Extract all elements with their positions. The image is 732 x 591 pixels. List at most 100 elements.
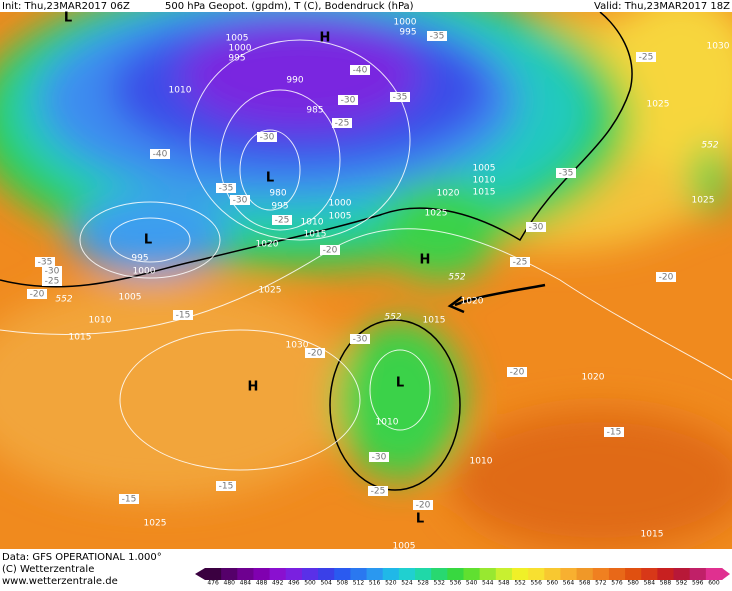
isobar-label: 1020 xyxy=(582,373,605,383)
colorbar-tick: 560 xyxy=(547,580,559,587)
isobar-label: 1015 xyxy=(641,530,664,540)
colorbar-swatch xyxy=(479,568,497,580)
temperature-label: -35 xyxy=(559,169,574,179)
isobar-label: 1020 xyxy=(437,189,460,199)
isobar-label: 1010 xyxy=(169,86,192,96)
isobar-label: 1010 xyxy=(473,176,496,186)
geopotential-label: 552 xyxy=(55,295,72,305)
colorbar-tick: 524 xyxy=(401,580,413,587)
temperature-label-box xyxy=(305,348,325,358)
colorbar-tick: 576 xyxy=(611,580,623,587)
isobar-label: 1005 xyxy=(473,164,496,174)
valid-time: Valid: Thu,23MAR2017 18Z xyxy=(594,1,730,12)
temperature-label: -35 xyxy=(430,32,445,42)
temperature-label: -25 xyxy=(275,216,290,226)
isobar-label: 1010 xyxy=(89,316,112,326)
temperature-label-box xyxy=(390,92,410,102)
colorbar-swatch xyxy=(495,568,513,580)
temperature-label: -20 xyxy=(323,246,338,256)
isobar-label: 1015 xyxy=(473,188,496,198)
init-time: Init: Thu,23MAR2017 06Z xyxy=(2,1,130,12)
header-bar xyxy=(0,0,732,12)
temperature-label-box xyxy=(413,500,433,510)
isobar-label: 1000 xyxy=(394,18,417,28)
colorbar-tick: 508 xyxy=(337,580,349,587)
temperature-label-box xyxy=(35,257,55,267)
colorbar-tick: 480 xyxy=(224,580,236,587)
temperature-label: -30 xyxy=(353,335,368,345)
temperature-label: -20 xyxy=(308,349,323,359)
temperature-label-box xyxy=(216,481,236,491)
colorbar-tick: 512 xyxy=(353,580,365,587)
colorbar-tick: 532 xyxy=(434,580,446,587)
colorbar-tick: 592 xyxy=(676,580,688,587)
pressure-center: L xyxy=(416,512,424,527)
isobar-label: 990 xyxy=(286,76,303,86)
colorbar-swatch xyxy=(576,568,594,580)
colorbar-tick: 484 xyxy=(240,580,252,587)
colorbar-swatch xyxy=(350,568,368,580)
colorbar-tick: 540 xyxy=(466,580,478,587)
temperature-label-box xyxy=(42,276,62,286)
isobar-label: 985 xyxy=(306,106,323,116)
colorbar-tick: 600 xyxy=(708,580,720,587)
temperature-label-box xyxy=(257,132,277,142)
isobar-label: 995 xyxy=(399,28,416,38)
isobar-label: 1010 xyxy=(301,218,324,228)
pressure-center: L xyxy=(64,11,72,26)
colorbar-swatch xyxy=(592,568,610,580)
temperature-label-box xyxy=(42,266,62,276)
colorbar-swatch xyxy=(382,568,400,580)
temperature-label-box xyxy=(173,310,193,320)
temperature-label-box xyxy=(27,289,47,299)
pressure-center: H xyxy=(420,253,431,268)
isobar-label: 1020 xyxy=(461,297,484,307)
isobar-label: 1010 xyxy=(470,457,493,467)
temperature-label: -25 xyxy=(371,487,386,497)
colorbar-tick: 536 xyxy=(450,580,462,587)
isobar-label: 980 xyxy=(269,189,286,199)
colorbar-tick: 588 xyxy=(660,580,672,587)
colorbar-swatch xyxy=(560,568,578,580)
isobar-label: 1000 xyxy=(229,44,252,54)
pressure-center: L xyxy=(396,376,404,391)
temperature-label-box xyxy=(320,245,340,255)
colorbar-swatch xyxy=(253,568,271,580)
colorbar-tick: 496 xyxy=(288,580,300,587)
colorbar-swatch xyxy=(334,568,351,580)
colorbar-swatch xyxy=(673,568,691,580)
colorbar-swatch xyxy=(431,568,448,580)
geopotential-label: 552 xyxy=(701,141,718,151)
footer-url: www.wetterzentrale.de xyxy=(2,576,118,587)
colorbar-swatch xyxy=(447,568,464,580)
temperature-label: -30 xyxy=(233,196,248,206)
geopotential-label: 552 xyxy=(384,313,401,323)
temperature-label: -40 xyxy=(153,150,168,160)
temperature-label: -15 xyxy=(607,428,622,438)
temperature-label-box xyxy=(230,195,250,205)
isobar-label: 995 xyxy=(271,202,288,212)
colorbar-swatch xyxy=(398,568,416,580)
temperature-label-box xyxy=(119,494,139,504)
isobar-label: 995 xyxy=(131,254,148,264)
colorbar-swatch xyxy=(269,568,287,580)
colorbar-tick: 552 xyxy=(514,580,526,587)
temperature-label-box xyxy=(510,257,530,267)
colorbar-tick: 528 xyxy=(417,580,429,587)
isobar-label: 1005 xyxy=(393,542,416,552)
colorbar-swatch xyxy=(544,568,561,580)
isobar-label: 1025 xyxy=(425,209,448,219)
temperature-label: -15 xyxy=(219,482,234,492)
isobar-label: 1005 xyxy=(329,212,352,222)
temperature-label: -25 xyxy=(639,53,654,63)
pressure-center: H xyxy=(320,31,331,46)
temperature-label: -40 xyxy=(353,66,368,76)
isobar-label: 1025 xyxy=(692,196,715,206)
colorbar-arrow-left xyxy=(195,568,205,580)
colorbar-swatch xyxy=(221,568,238,580)
temperature-label: -20 xyxy=(659,273,674,283)
map-field xyxy=(0,12,732,549)
colorbar-swatch xyxy=(511,568,529,580)
colorbar-swatch xyxy=(318,568,335,580)
colorbar-swatch xyxy=(205,568,222,580)
